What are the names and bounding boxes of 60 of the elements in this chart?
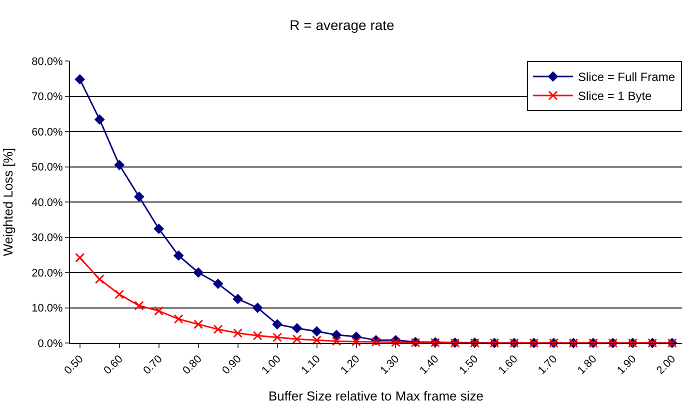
x-tick-label: 1.10 bbox=[299, 353, 323, 377]
x-tick-label: 0.50 bbox=[62, 353, 86, 377]
point bbox=[154, 306, 164, 316]
x-tick-label: 1.60 bbox=[496, 353, 520, 377]
point bbox=[233, 328, 243, 338]
y-tick-label: 70.0% bbox=[32, 91, 64, 104]
x-tick-label: 1.70 bbox=[536, 353, 560, 377]
x-tick-label: 1.20 bbox=[338, 353, 362, 377]
point bbox=[390, 338, 400, 348]
x-tick-label: 1.30 bbox=[378, 353, 402, 377]
y-axis-title: Weighted Loss [%] bbox=[0, 148, 16, 256]
y-tick-label: 40.0% bbox=[32, 196, 64, 209]
point bbox=[94, 274, 104, 284]
x-tick-label: 1.80 bbox=[576, 353, 600, 377]
point bbox=[74, 74, 86, 85]
point bbox=[371, 337, 381, 347]
point bbox=[272, 332, 282, 342]
point bbox=[352, 336, 362, 346]
x-tick-label: 1.50 bbox=[457, 353, 481, 377]
point bbox=[292, 323, 302, 334]
point bbox=[252, 302, 263, 313]
point bbox=[114, 290, 124, 300]
point bbox=[114, 160, 125, 170]
x-tick-label: 0.60 bbox=[102, 353, 126, 377]
point bbox=[292, 334, 302, 344]
point bbox=[154, 224, 164, 234]
y-tick-label: 60.0% bbox=[32, 126, 64, 138]
point bbox=[312, 326, 322, 337]
y-tick-label: 50.0% bbox=[32, 162, 64, 174]
point bbox=[194, 320, 204, 330]
legend-label: Slice = Full Frame bbox=[578, 70, 676, 84]
chart-title: R = average rate bbox=[290, 17, 395, 34]
y-tick-label: 0.0% bbox=[38, 338, 64, 350]
point bbox=[232, 294, 244, 304]
y-tick-label: 10.0% bbox=[32, 302, 64, 315]
x-tick-label: 1.90 bbox=[615, 353, 639, 377]
y-tick-label: 80.0% bbox=[32, 56, 64, 68]
point bbox=[272, 319, 282, 330]
y-tick-label: 20.0% bbox=[32, 267, 64, 280]
x-tick-label: 1.40 bbox=[418, 353, 442, 377]
x-tick-label: 0.80 bbox=[180, 353, 204, 377]
point bbox=[173, 250, 184, 261]
point bbox=[212, 278, 224, 289]
point bbox=[134, 192, 144, 202]
point bbox=[331, 330, 342, 340]
x-tick-label: 1.00 bbox=[260, 353, 284, 377]
y-tick-label: 30.0% bbox=[32, 232, 64, 244]
point bbox=[134, 300, 144, 310]
x-axis-title: Buffer Size relative to Max frame size bbox=[268, 388, 484, 404]
point bbox=[174, 314, 184, 324]
point bbox=[193, 267, 204, 278]
point bbox=[213, 324, 223, 334]
x-tick-label: 0.90 bbox=[220, 353, 244, 377]
point bbox=[312, 335, 322, 345]
x-tick-label: 0.70 bbox=[141, 353, 165, 377]
point bbox=[94, 114, 105, 125]
point bbox=[332, 336, 342, 346]
legend-label: Slice = 1 Byte bbox=[578, 89, 652, 104]
point bbox=[252, 330, 262, 340]
point bbox=[75, 252, 85, 262]
